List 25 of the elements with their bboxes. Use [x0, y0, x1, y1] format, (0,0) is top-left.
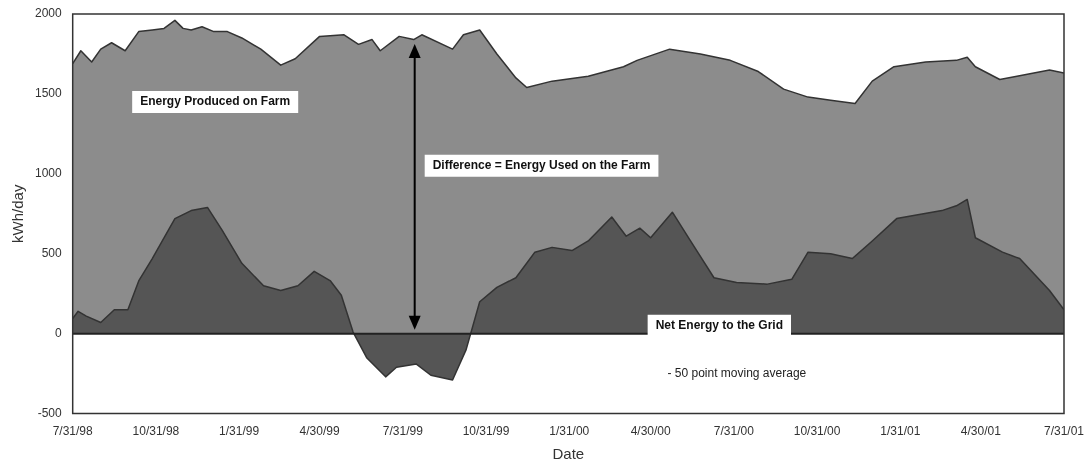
x-tick-label: 10/31/98 — [132, 424, 180, 439]
y-tick-label: 2000 — [34, 6, 63, 21]
x-tick-label: 7/31/01 — [1043, 424, 1085, 439]
x-tick-label: 4/30/99 — [299, 424, 340, 439]
series-label: Net Energy to the Grid — [655, 318, 784, 332]
x-tick-label: 1/31/00 — [549, 424, 590, 439]
y-tick-label: 1000 — [34, 166, 63, 181]
y-tick-label: 0 — [55, 325, 63, 340]
x-tick-label: 4/30/00 — [630, 424, 671, 439]
x-axis-title: Date — [552, 445, 585, 463]
y-tick-label: 500 — [41, 246, 63, 261]
x-tick-label: 1/31/99 — [219, 424, 260, 439]
x-tick-label: 4/30/01 — [960, 424, 1002, 439]
annotation: - 50 point moving average — [667, 365, 807, 380]
x-tick-label: 7/31/98 — [52, 424, 94, 439]
series-label: Energy Produced on Farm — [140, 94, 291, 109]
y-axis-title: kWh/day — [9, 184, 27, 243]
x-tick-label: 1/31/01 — [880, 424, 921, 439]
x-tick-label: 10/31/99 — [462, 424, 510, 439]
y-tick-label: -500 — [37, 405, 63, 420]
y-tick-label: 1500 — [34, 86, 63, 101]
x-tick-label: 7/31/00 — [713, 424, 755, 439]
x-tick-label: 10/31/00 — [793, 424, 841, 439]
x-tick-label: 7/31/99 — [382, 424, 424, 439]
annotation: Difference = Energy Used on the Farm — [432, 158, 651, 173]
